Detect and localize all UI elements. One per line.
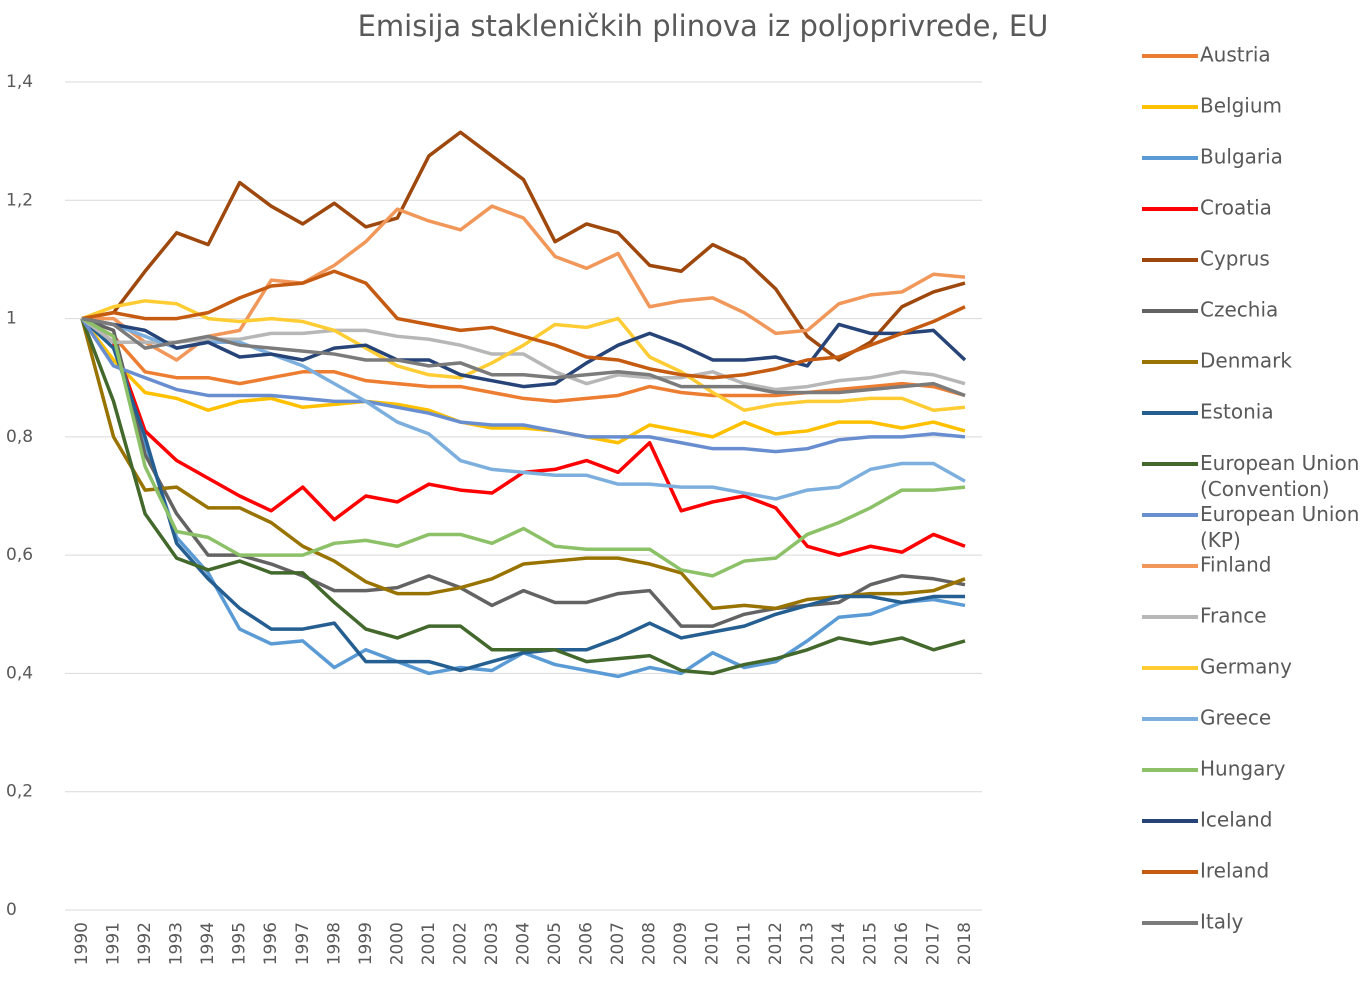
line-series (81, 316, 966, 628)
x-tick-label: 2008 (640, 922, 660, 965)
line-series (82, 204, 966, 362)
x-tick-label: 1993 (167, 922, 187, 965)
line-series (81, 299, 966, 412)
legend-label: Germany (1200, 655, 1292, 679)
line-series (80, 317, 966, 445)
legend-label: Denmark (1200, 349, 1292, 373)
line-series (80, 318, 966, 611)
line-series (80, 317, 966, 392)
line-series (80, 317, 966, 676)
y-tick-label: 1,4 (6, 72, 33, 92)
plot-area: 0 0,2 0,4 0,6 0,8 1 1,2 1,4 1990 1991 1992 1993 1994… (6, 72, 982, 965)
legend-label: Hungary (1200, 757, 1286, 781)
x-tick-label: 2005 (545, 922, 565, 965)
y-tick-label: 1,2 (6, 190, 33, 210)
x-tick-label: 2006 (577, 922, 597, 965)
legend-label: Cyprus (1200, 247, 1270, 271)
legend: Austria Belgium Bulgaria Croatia Cyprus Czech… (1142, 43, 1359, 934)
y-tick-label: 0,6 (6, 545, 33, 565)
x-tick-label: 2010 (703, 922, 723, 965)
x-tick-label: 2014 (829, 922, 849, 965)
x-tick-label: 1994 (198, 922, 218, 965)
legend-label: Finland (1200, 553, 1271, 577)
x-tick-label: 1990 (72, 922, 92, 965)
line-series (80, 317, 965, 673)
line-series (80, 317, 966, 679)
x-tick-label: 2002 (450, 922, 470, 965)
legend-label: Estonia (1200, 400, 1274, 424)
y-tick-label: 1 (6, 309, 17, 329)
x-tick-label: 1991 (104, 922, 124, 965)
chart-title: Emisija stakleničkih plinova iz poljopri… (358, 9, 1049, 43)
x-tick-label: 1992 (135, 922, 155, 965)
legend-label: Ireland (1200, 859, 1269, 883)
legend-label: European Union (KP) (1200, 502, 1359, 552)
y-tick-label: 0,8 (6, 427, 33, 447)
legend-label: Bulgaria (1200, 145, 1283, 169)
legend-label: Austria (1200, 43, 1271, 67)
legend-label: France (1200, 604, 1267, 628)
line-series (81, 269, 966, 380)
y-tick-label: 0,2 (6, 782, 33, 802)
legend-label: Greece (1200, 706, 1271, 730)
legend-label: Italy (1200, 910, 1244, 934)
legend-label: Czechia (1200, 298, 1278, 322)
line-series (80, 317, 966, 454)
x-tick-label: 1997 (293, 922, 313, 965)
x-tick-label: 1999 (356, 922, 376, 965)
x-tick-label: 2003 (482, 922, 502, 965)
line-series (81, 317, 966, 578)
x-tick-label: 2017 (923, 922, 943, 965)
x-tick-label: 2007 (608, 922, 628, 965)
x-tick-label: 2016 (892, 922, 912, 965)
line-series (81, 130, 966, 362)
x-tick-label: 2011 (734, 922, 754, 965)
line-series (81, 316, 966, 398)
x-tick-label: 2015 (860, 922, 880, 965)
x-tick-label: 1996 (261, 922, 281, 965)
x-tick-label: 2013 (797, 922, 817, 965)
x-tick-label: 1998 (324, 922, 344, 965)
y-tick-label: 0,4 (6, 663, 33, 683)
legend-label: Iceland (1200, 808, 1272, 832)
y-tick-label: 0 (6, 900, 17, 920)
line-series (81, 316, 967, 389)
legend-label: Croatia (1200, 196, 1272, 220)
x-tick-label: 2018 (955, 922, 975, 965)
x-tick-label: 2000 (387, 922, 407, 965)
x-tick-label: 1995 (230, 922, 250, 965)
legend-label: Belgium (1200, 94, 1282, 118)
x-tick-label: 2001 (419, 922, 439, 965)
x-tick-label: 2012 (766, 922, 786, 965)
legend-label: European Union (Convention) (1200, 451, 1359, 501)
x-tick-label: 2004 (514, 922, 534, 965)
x-tick-label: 2009 (671, 922, 691, 965)
